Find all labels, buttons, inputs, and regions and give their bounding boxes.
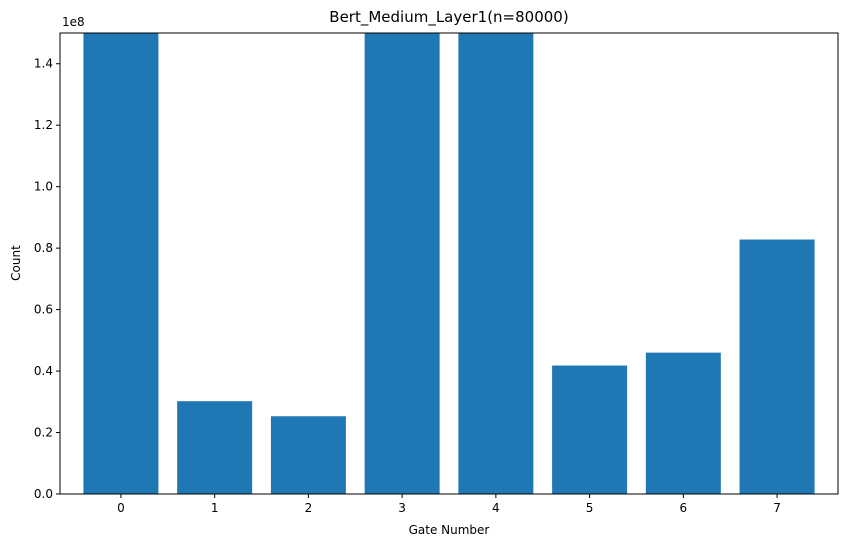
y-tick-label: 0.0 <box>34 487 53 501</box>
x-tick-label: 7 <box>773 501 781 515</box>
bar-gate-7 <box>739 239 815 494</box>
x-tick-label: 6 <box>680 501 688 515</box>
bar-gate-6 <box>645 352 721 494</box>
x-tick-label: 0 <box>117 501 125 515</box>
bar-gate-0 <box>83 33 159 494</box>
x-tick-label: 3 <box>398 501 406 515</box>
y-tick-label: 0.2 <box>34 426 53 440</box>
y-tick-label: 0.6 <box>34 303 53 317</box>
y-axis-ticks: 0.0 0.2 0.4 0.6 0.8 1.0 1.2 1.4 <box>34 57 60 501</box>
y-tick-label: 0.8 <box>34 241 53 255</box>
x-tick-label: 2 <box>305 501 313 515</box>
bar-gate-3 <box>364 33 440 494</box>
chart-title: Bert_Medium_Layer1(n=80000) <box>329 8 568 27</box>
y-scale-multiplier: 1e8 <box>62 15 85 29</box>
bar-gate-4 <box>458 33 534 494</box>
bar-gate-5 <box>552 365 628 494</box>
x-tick-label: 5 <box>586 501 594 515</box>
x-axis-ticks: 0 1 2 3 4 5 6 7 <box>117 494 781 515</box>
x-tick-label: 1 <box>211 501 219 515</box>
y-tick-label: 1.2 <box>34 118 53 132</box>
y-tick-label: 1.4 <box>34 57 53 71</box>
x-axis-label: Gate Number <box>409 523 490 537</box>
y-tick-label: 0.4 <box>34 364 53 378</box>
y-tick-label: 1.0 <box>34 180 53 194</box>
y-axis-label: Count <box>9 245 23 281</box>
x-tick-label: 4 <box>492 501 500 515</box>
plot-frame <box>59 32 839 495</box>
bar-gate-1 <box>177 401 253 494</box>
bar-gate-2 <box>270 416 346 494</box>
bars-group <box>83 33 815 494</box>
